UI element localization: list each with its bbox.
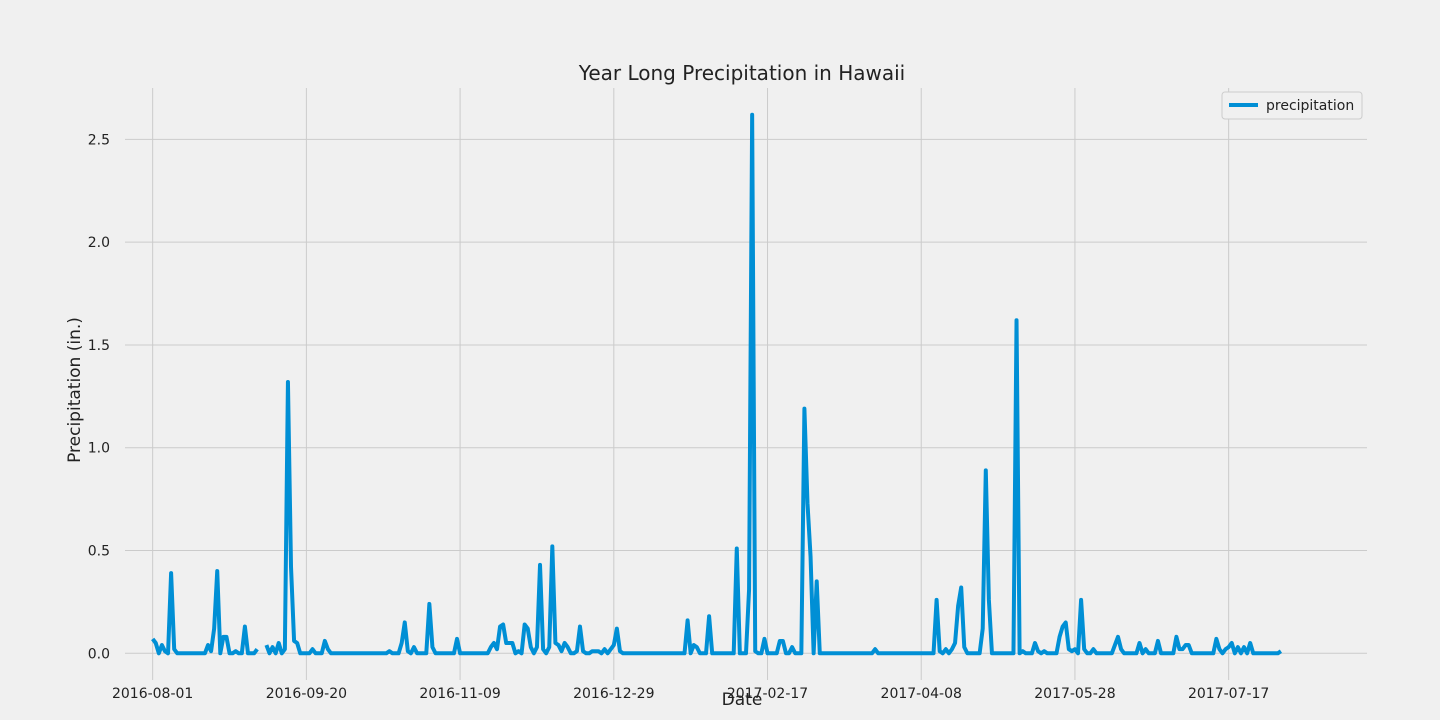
y-axis-ticks: 0.0 0.5 1.0 1.5 2.0 2.5: [88, 132, 110, 662]
chart-title: Year Long Precipitation in Hawaii: [578, 61, 905, 85]
y-tick-label: 0.0: [88, 646, 110, 662]
x-tick-label: 2016-11-09: [419, 686, 500, 702]
y-axis-label: Precipitation (in.): [65, 317, 85, 463]
x-axis-ticks: 2016-08-01 2016-09-20 2016-11-09 2016-12-29…: [112, 686, 1269, 702]
x-tick-label: 2016-12-29: [573, 686, 654, 702]
legend-label-precipitation: precipitation: [1266, 98, 1354, 114]
series-layer: [151, 112, 1283, 656]
x-tick-label: 2017-05-28: [1034, 686, 1115, 702]
x-tick-label: 2016-08-01: [112, 686, 193, 702]
y-tick-label: 1.0: [88, 441, 110, 457]
y-tick-label: 0.5: [88, 544, 110, 560]
y-tick-label: 2.5: [88, 132, 110, 148]
x-tick-label: 2016-09-20: [266, 686, 347, 702]
legend: precipitation: [1221, 91, 1363, 120]
plot-area: [125, 88, 1367, 680]
series-line-precipitation: [151, 112, 1283, 656]
y-tick-label: 1.5: [88, 338, 110, 354]
legend-box: [1221, 91, 1363, 120]
y-tick-label: 2.0: [88, 235, 110, 251]
x-axis-label: Date: [722, 690, 763, 710]
x-tick-label: 2017-02-17: [727, 686, 808, 702]
x-tick-label: 2017-04-08: [881, 686, 962, 702]
x-tick-label: 2017-07-17: [1188, 686, 1269, 702]
